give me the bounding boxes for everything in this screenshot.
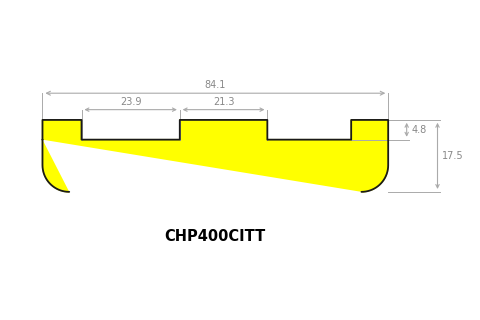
- Text: 17.5: 17.5: [443, 151, 464, 161]
- Text: 4.8: 4.8: [412, 125, 427, 135]
- Text: 23.9: 23.9: [120, 97, 142, 107]
- Text: 84.1: 84.1: [204, 80, 226, 90]
- Text: CHP400CITT: CHP400CITT: [165, 229, 266, 244]
- Text: 21.3: 21.3: [213, 97, 234, 107]
